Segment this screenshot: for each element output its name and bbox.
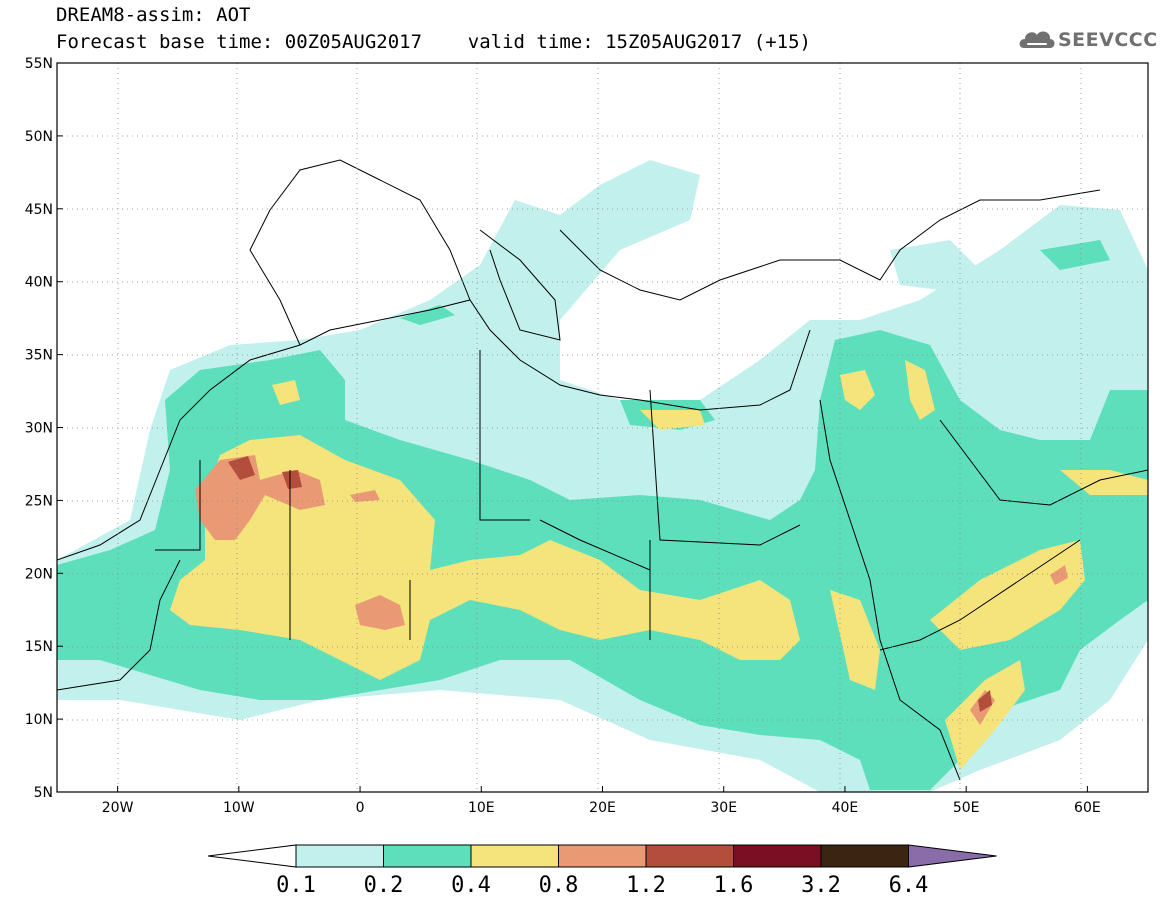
- lat-tick-label: 50N: [25, 129, 53, 145]
- colorbar-label: 0.2: [364, 873, 404, 898]
- longitude-axis: 20W 10W 0 10E 20E 30E 40E 50E 60E: [102, 786, 1101, 816]
- colorbar-swatch: [558, 844, 647, 868]
- aot-band-1.2-1.6: [228, 456, 992, 712]
- lon-tick-label: 0: [356, 800, 365, 816]
- lat-tick-label: 30N: [25, 421, 53, 437]
- lon-tick-label: 30E: [710, 800, 737, 816]
- colorbar-swatch: [820, 844, 909, 868]
- lat-tick-label: 35N: [25, 348, 53, 364]
- cloud-icon: [1019, 31, 1055, 48]
- colorbar-over-arrow: [908, 844, 997, 868]
- colorbar-swatch: [470, 844, 559, 868]
- colorbar-label: 0.4: [451, 873, 491, 898]
- graticule: [57, 63, 1148, 792]
- lat-tick-label: 20N: [25, 566, 53, 582]
- lon-tick-label: 20E: [589, 800, 616, 816]
- colorbar-label: 1.6: [714, 873, 754, 898]
- lat-tick-label: 15N: [25, 639, 53, 655]
- colorbar-label: 6.4: [889, 873, 929, 898]
- colorbar-swatch: [383, 844, 472, 868]
- colorbar-label: 0.8: [539, 873, 579, 898]
- colorbar-swatch: [295, 844, 384, 868]
- forecast-time-line: Forecast base time: 00Z05AUG2017 valid t…: [56, 31, 811, 53]
- colorbar-label: 1.2: [626, 873, 666, 898]
- lon-tick-label: 10W: [223, 800, 255, 816]
- colorbar-swatch: [733, 844, 822, 868]
- colorbar-swatch: [645, 844, 734, 868]
- logo-text: SEEVCCC: [1058, 29, 1158, 51]
- lat-tick-label: 45N: [25, 202, 53, 218]
- coastlines: [57, 159, 1148, 781]
- colorbar-label: 3.2: [801, 873, 841, 898]
- lat-tick-label: 10N: [25, 712, 53, 728]
- lon-tick-label: 50E: [953, 800, 980, 816]
- lon-tick-label: 10E: [468, 800, 495, 816]
- lon-tick-label: 60E: [1074, 800, 1101, 816]
- colorbar: 0.1 0.2 0.4 0.8 1.2 1.6 3.2 6.4: [207, 844, 997, 898]
- lon-tick-label: 20W: [102, 800, 134, 816]
- latitude-axis: 55N 50N 45N 40N 35N 30N 25N 20N 15N 10N 5N: [25, 56, 63, 801]
- lat-tick-label: 55N: [25, 56, 53, 72]
- colorbar-under-arrow: [207, 844, 297, 868]
- lon-tick-label: 40E: [832, 800, 859, 816]
- map-title: DREAM8-assim: AOT: [56, 4, 251, 26]
- lat-tick-label: 40N: [25, 275, 53, 291]
- lat-tick-label: 25N: [25, 493, 53, 509]
- lat-tick-label: 5N: [34, 785, 53, 801]
- colorbar-label: 0.1: [276, 873, 316, 898]
